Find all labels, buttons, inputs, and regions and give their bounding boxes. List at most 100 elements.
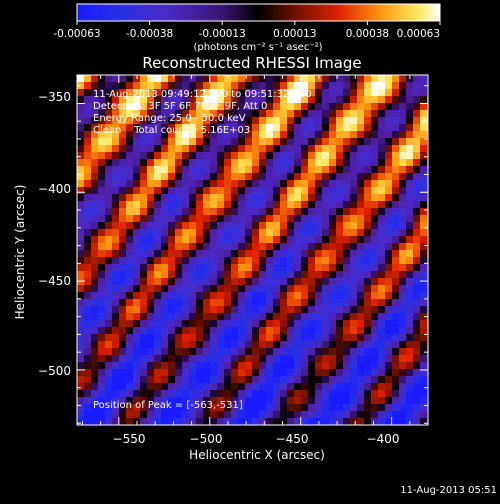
heatmap-cell <box>91 292 99 300</box>
heatmap-cell <box>357 292 365 300</box>
heatmap-cell <box>84 96 92 104</box>
heatmap-cell <box>245 173 253 181</box>
heatmap-cell <box>133 320 141 328</box>
heatmap-cell <box>126 229 134 237</box>
heatmap-cell <box>133 285 141 293</box>
heatmap-cell <box>315 215 323 223</box>
heatmap-cell <box>238 348 246 356</box>
heatmap-cell <box>98 390 106 398</box>
heatmap-cell <box>378 320 386 328</box>
heatmap-cell <box>420 334 428 342</box>
heatmap-cell <box>175 110 183 118</box>
heatmap-cell <box>140 208 148 216</box>
heatmap-cell <box>420 208 428 216</box>
heatmap-cell <box>154 313 162 321</box>
heatmap-cell <box>280 285 288 293</box>
heatmap-cell <box>280 362 288 370</box>
heatmap-cell <box>98 257 106 265</box>
heatmap-cell <box>105 138 113 146</box>
heatmap-cell <box>385 215 393 223</box>
heatmap-cell <box>245 89 253 97</box>
heatmap-cell <box>238 264 246 272</box>
heatmap-cell <box>336 166 344 174</box>
heatmap-cell <box>357 299 365 307</box>
heatmap-cell <box>406 383 414 391</box>
heatmap-cell <box>217 376 225 384</box>
heatmap-cell <box>301 131 309 139</box>
heatmap-cell <box>112 110 120 118</box>
heatmap-cell <box>252 390 260 398</box>
heatmap-cell <box>280 271 288 279</box>
heatmap-cell <box>210 250 218 258</box>
heatmap-cell <box>252 187 260 195</box>
heatmap-cell <box>196 117 204 125</box>
heatmap-cell <box>161 362 169 370</box>
heatmap-cell <box>238 271 246 279</box>
heatmap-cell <box>224 131 232 139</box>
heatmap-cell <box>126 187 134 195</box>
heatmap-cell <box>91 103 99 111</box>
heatmap-cell <box>315 264 323 272</box>
heatmap-cell <box>182 82 190 90</box>
heatmap-cell <box>133 96 141 104</box>
heatmap-cell <box>126 292 134 300</box>
heatmap-cell <box>364 404 372 412</box>
heatmap-cell <box>91 89 99 97</box>
heatmap-cell <box>77 362 85 370</box>
heatmap-cell <box>245 313 253 321</box>
heatmap-cell <box>280 355 288 363</box>
heatmap-cell <box>350 418 358 425</box>
heatmap-cell <box>119 124 127 132</box>
heatmap-cell <box>140 383 148 391</box>
heatmap-cell <box>294 306 302 314</box>
heatmap-cell <box>336 390 344 398</box>
heatmap-cell <box>189 285 197 293</box>
annotation-clean: Clean Total counts: 5.16E+03 <box>93 125 250 136</box>
plot-frame <box>76 74 429 426</box>
heatmap-cell <box>420 152 428 160</box>
heatmap-cell <box>294 208 302 216</box>
heatmap-cell <box>294 271 302 279</box>
heatmap-cell <box>112 404 120 412</box>
heatmap-cell <box>147 110 155 118</box>
heatmap-cell <box>378 362 386 370</box>
heatmap-cell <box>245 138 253 146</box>
heatmap-cell <box>84 271 92 279</box>
heatmap-cell <box>336 89 344 97</box>
heatmap-cell <box>133 390 141 398</box>
heatmap-cell <box>210 404 218 412</box>
heatmap-cell <box>154 131 162 139</box>
heatmap-cell <box>350 173 358 181</box>
heatmap-cell <box>259 89 267 97</box>
heatmap-cell <box>413 89 421 97</box>
heatmap-cell <box>406 243 414 251</box>
heatmap-cell <box>147 166 155 174</box>
heatmap-cell <box>329 264 337 272</box>
heatmap-cell <box>224 145 232 153</box>
heatmap-cell <box>350 124 358 132</box>
heatmap-cell <box>105 397 113 405</box>
heatmap-cell <box>301 299 309 307</box>
heatmap-cell <box>371 194 379 202</box>
heatmap-cell <box>371 103 379 111</box>
heatmap-cell <box>301 369 309 377</box>
heatmap-cell <box>189 376 197 384</box>
heatmap-cell <box>364 208 372 216</box>
heatmap-cell <box>119 397 127 405</box>
heatmap-cell <box>280 306 288 314</box>
heatmap-cell <box>329 397 337 405</box>
heatmap-cell <box>413 208 421 216</box>
heatmap-cell <box>245 320 253 328</box>
heatmap-cell <box>126 138 134 146</box>
heatmap-cell <box>245 152 253 160</box>
heatmap-cell <box>280 341 288 349</box>
heatmap-cell <box>350 285 358 293</box>
heatmap-cell <box>91 208 99 216</box>
heatmap-cell <box>112 327 120 335</box>
heatmap-cell <box>308 348 316 356</box>
heatmap-cell <box>308 180 316 188</box>
heatmap-cell <box>329 201 337 209</box>
heatmap-cell <box>175 278 183 286</box>
heatmap-cell <box>231 397 239 405</box>
heatmap-cell <box>217 250 225 258</box>
